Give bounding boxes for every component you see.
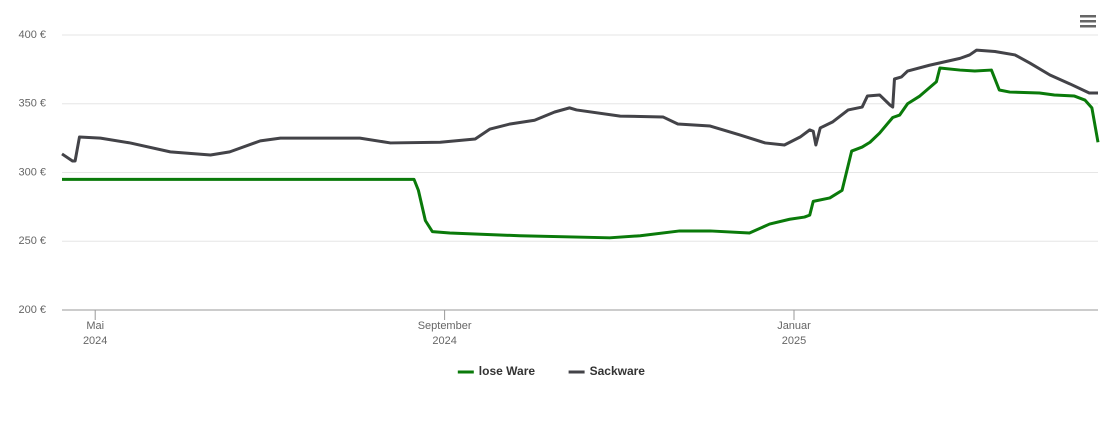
y-tick-label: 350 € bbox=[18, 98, 46, 110]
menu-bar bbox=[1080, 20, 1096, 23]
x-tick-label: Januar 2025 bbox=[777, 320, 811, 347]
legend-item[interactable]: lose Ware bbox=[457, 364, 536, 378]
legend: lose Ware Sackware bbox=[457, 364, 646, 378]
legend-item[interactable]: Sackware bbox=[568, 364, 646, 378]
menu-bar bbox=[1080, 25, 1096, 28]
legend-label: lose Ware bbox=[479, 364, 536, 378]
x-tick-label: September 2024 bbox=[418, 320, 472, 347]
y-tick-label: 400 € bbox=[18, 29, 46, 41]
menu-button[interactable] bbox=[1080, 15, 1096, 28]
y-tick-label: 250 € bbox=[18, 235, 46, 247]
x-tick-label: Mai 2024 bbox=[83, 320, 107, 347]
legend-label: Sackware bbox=[590, 364, 646, 378]
series-line bbox=[62, 66, 1100, 240]
y-tick-label: 300 € bbox=[18, 166, 46, 178]
y-tick-label: 200 € bbox=[18, 304, 46, 316]
series-line bbox=[61, 48, 1098, 163]
menu-bar bbox=[1080, 15, 1096, 18]
